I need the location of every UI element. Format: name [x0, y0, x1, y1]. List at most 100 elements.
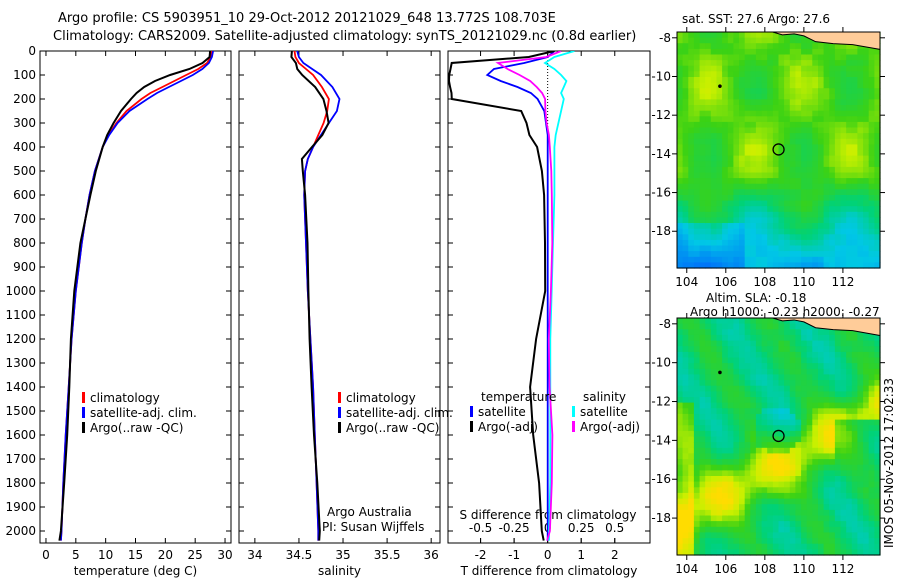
map-cell — [795, 357, 802, 364]
map-cell — [789, 515, 796, 522]
map-cell — [705, 262, 712, 269]
map-cell — [693, 419, 701, 426]
map-cell — [767, 166, 774, 174]
map-cell — [682, 385, 689, 392]
map-cell — [795, 521, 802, 528]
map-cell — [705, 363, 712, 370]
map-cell — [846, 43, 853, 50]
map-cell — [761, 492, 768, 500]
map-cell — [795, 99, 802, 106]
map-cell — [823, 447, 830, 454]
map-cell — [682, 408, 689, 415]
map-cell — [851, 172, 858, 179]
map-cell — [727, 408, 734, 415]
map-cell — [767, 239, 774, 247]
map-cell — [789, 172, 796, 179]
map-cell — [801, 48, 808, 56]
map-cell — [772, 116, 780, 123]
map-cell — [823, 99, 830, 106]
y-tick-label: 800 — [13, 236, 36, 250]
map-cell — [688, 425, 695, 432]
map-cell — [705, 166, 712, 174]
map-cell — [677, 37, 684, 44]
map-cell — [733, 37, 740, 44]
map-cell — [693, 413, 701, 421]
map-cell — [784, 318, 791, 325]
map-cell — [693, 234, 701, 241]
map-cell — [851, 228, 858, 235]
map-cell — [834, 419, 842, 426]
map-cell — [868, 391, 875, 398]
map-cell — [705, 251, 712, 258]
map-cell — [806, 442, 813, 449]
map-cell — [733, 228, 740, 235]
map-cell — [733, 487, 740, 494]
map-cell — [778, 453, 785, 460]
island-marker — [718, 84, 722, 88]
map-cell — [710, 459, 717, 466]
map-cell — [778, 543, 785, 550]
map-cell — [840, 82, 847, 89]
map-cell — [693, 105, 701, 112]
map-cell — [784, 82, 791, 89]
map-cell — [806, 88, 813, 95]
map-cell — [739, 357, 746, 364]
map-cell — [750, 509, 757, 517]
map-cell — [761, 532, 768, 539]
map-cell — [744, 251, 751, 258]
map-cell — [823, 425, 830, 432]
map-cell — [677, 32, 684, 39]
map-cell — [784, 251, 791, 258]
y-tick-label: -14 — [651, 147, 671, 161]
map-cell — [710, 234, 717, 241]
map-cell — [744, 183, 751, 190]
map-cell — [722, 368, 729, 375]
map-cell — [840, 481, 847, 488]
map-cell — [863, 498, 870, 505]
map-cell — [874, 368, 881, 375]
x-tick-label: 34.5 — [286, 548, 313, 562]
map-cell — [682, 217, 689, 224]
map-cell — [761, 60, 768, 67]
map-cell — [727, 430, 734, 438]
map-cell — [688, 32, 695, 39]
map-cell — [761, 447, 768, 454]
map-cell — [722, 476, 729, 483]
map-cell — [699, 521, 706, 528]
map-cell — [818, 346, 825, 353]
map-cell — [789, 60, 796, 67]
map-cell — [840, 357, 847, 364]
x-tick-label: 25 — [188, 548, 203, 562]
map-cell — [846, 346, 853, 353]
map-cell — [761, 121, 768, 129]
map-cell — [868, 48, 875, 56]
map-cell — [857, 459, 864, 466]
map-cell — [846, 397, 853, 404]
map-cell — [693, 408, 701, 415]
map-cell — [722, 351, 729, 359]
map-cell — [812, 368, 819, 375]
map-cell — [784, 144, 791, 151]
map-cell — [818, 351, 825, 359]
map-cell — [834, 183, 842, 190]
map-cell — [823, 217, 830, 224]
map-cell — [778, 442, 785, 449]
map-cell — [851, 538, 858, 545]
map-cell — [772, 413, 780, 421]
map-cell — [739, 543, 746, 550]
map-cell — [722, 110, 729, 117]
map-cell — [744, 82, 751, 89]
y-tick-label: -14 — [651, 433, 671, 447]
map-cell — [733, 161, 740, 168]
map-cell — [688, 217, 695, 224]
map-cell — [834, 447, 842, 454]
map-cell — [693, 526, 701, 533]
map-cell — [829, 189, 836, 196]
map-cell — [868, 504, 875, 511]
map-cell — [739, 200, 746, 207]
map-cell — [688, 155, 695, 162]
map-cell — [750, 430, 757, 438]
map-cell — [863, 430, 870, 438]
map-cell — [722, 543, 729, 550]
map-cell — [778, 54, 785, 61]
